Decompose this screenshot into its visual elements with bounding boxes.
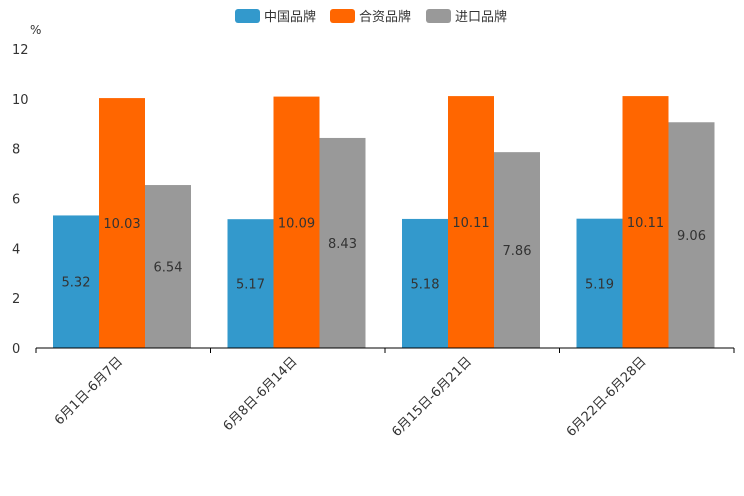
y-axis-unit-label: % <box>30 23 41 37</box>
y-tick-label: 10 <box>12 93 29 108</box>
data-label: 10.11 <box>452 216 489 231</box>
legend-label: 合资品牌 <box>359 9 411 25</box>
y-tick-label: 0 <box>12 342 20 357</box>
x-axis: 6月1日-6月7日 6月8日-6月14日 6月15日-6月21日 6月22日-6月28… <box>35 347 735 440</box>
legend-label: 中国品牌 <box>264 9 316 25</box>
data-label: 10.11 <box>627 216 664 231</box>
bars-layer: 5.32 5.17 5.18 5.19 10.03 10.09 10.11 10.11 6.54… <box>53 96 715 348</box>
x-tick-label: 6月15日-6月21日 <box>389 354 475 440</box>
data-label: 9.06 <box>677 229 706 244</box>
data-label: 5.18 <box>411 277 440 292</box>
bar-1-2 <box>227 219 274 348</box>
bar-1-1 <box>53 215 99 348</box>
y-tick-label: 6 <box>12 193 20 208</box>
legend-swatch <box>426 9 451 23</box>
bar-2-2 <box>273 96 320 348</box>
bar-2-4 <box>622 96 669 348</box>
data-label: 10.09 <box>278 216 315 231</box>
x-tick-label: 6月22日-6月28日 <box>564 354 650 440</box>
legend-label: 进口品牌 <box>455 9 507 25</box>
y-tick-label: 4 <box>12 242 20 257</box>
y-tick-label: 8 <box>12 143 20 158</box>
y-axis: 0 2 4 6 8 10 12 <box>12 43 29 357</box>
y-tick-label: 12 <box>12 43 29 58</box>
bar-3-1 <box>145 185 191 348</box>
data-label: 8.43 <box>328 237 357 252</box>
x-tick-label: 6月8日-6月14日 <box>221 354 301 434</box>
data-label: 5.17 <box>236 278 265 293</box>
data-label: 6.54 <box>154 261 183 276</box>
x-tick-label: 6月1日-6月7日 <box>52 354 126 428</box>
data-label: 5.19 <box>585 277 614 292</box>
y-tick-label: 2 <box>12 292 20 307</box>
bar-3-2 <box>319 137 366 348</box>
legend-swatch <box>235 9 260 23</box>
bar-1-3 <box>402 218 448 348</box>
bar-3-3 <box>494 152 540 348</box>
legend: 中国品牌 合资品牌 进口品牌 <box>235 9 507 25</box>
legend-swatch <box>330 9 355 23</box>
data-label: 7.86 <box>503 244 532 259</box>
bar-3-4 <box>668 122 715 348</box>
bar-1-4 <box>576 218 623 348</box>
data-label: 10.03 <box>103 217 140 232</box>
bar-2-3 <box>448 96 494 348</box>
data-label: 5.32 <box>62 276 91 291</box>
bar-2-1 <box>99 98 145 348</box>
